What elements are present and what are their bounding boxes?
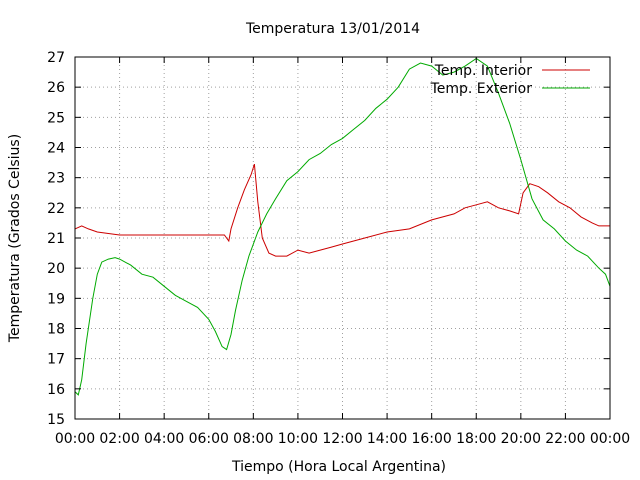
y-tick-label: 19 (47, 291, 65, 307)
x-tick-label: 04:00 (144, 431, 184, 447)
x-tick-label: 16:00 (411, 431, 451, 447)
legend-label-temp-exterior: Temp. Exterior (430, 81, 533, 97)
x-tick-label: 22:00 (545, 431, 585, 447)
chart-grid (75, 57, 610, 419)
chart-title: Temperatura 13/01/2014 (245, 21, 420, 37)
legend-label-temp-interior: Temp. Interior (434, 63, 533, 79)
x-tick-label: 12:00 (322, 431, 362, 447)
x-tick-label: 10:00 (278, 431, 318, 447)
series-line-temp-exterior (74, 57, 611, 396)
y-tick-label: 18 (47, 322, 65, 338)
chart-ticks: 00:00 02:00 04:00 06:00 08:00 10:00 12:00 14:00… (47, 50, 630, 447)
y-tick-label: 25 (47, 110, 65, 126)
y-tick-label: 17 (47, 352, 65, 368)
x-tick-label: 18:00 (456, 431, 496, 447)
x-tick-label: 06:00 (189, 431, 229, 447)
x-tick-label: 20:00 (501, 431, 541, 447)
y-tick-label: 21 (47, 231, 65, 247)
y-tick-label: 26 (47, 80, 65, 96)
x-tick-label: 02:00 (99, 431, 139, 447)
x-axis-label: Tiempo (Hora Local Argentina) (231, 459, 446, 475)
x-tick-label: 00:00 (590, 431, 630, 447)
y-tick-label: 22 (47, 201, 65, 217)
y-tick-label: 27 (47, 50, 65, 66)
y-tick-label: 15 (47, 412, 65, 428)
y-tick-label: 16 (47, 382, 65, 398)
y-axis-label: Temperatura (Grados Celsius) (7, 134, 23, 343)
y-tick-label: 24 (47, 141, 65, 157)
y-tick-label: 20 (47, 261, 65, 277)
x-tick-label: 08:00 (233, 431, 273, 447)
chart-series (74, 57, 611, 396)
series-line-temp-interior (74, 163, 610, 257)
x-tick-label: 14:00 (367, 431, 407, 447)
x-tick-label: 00:00 (55, 431, 95, 447)
y-tick-label: 23 (47, 171, 65, 187)
chart-legend: Temp. Interior Temp. Exterior (430, 63, 590, 97)
